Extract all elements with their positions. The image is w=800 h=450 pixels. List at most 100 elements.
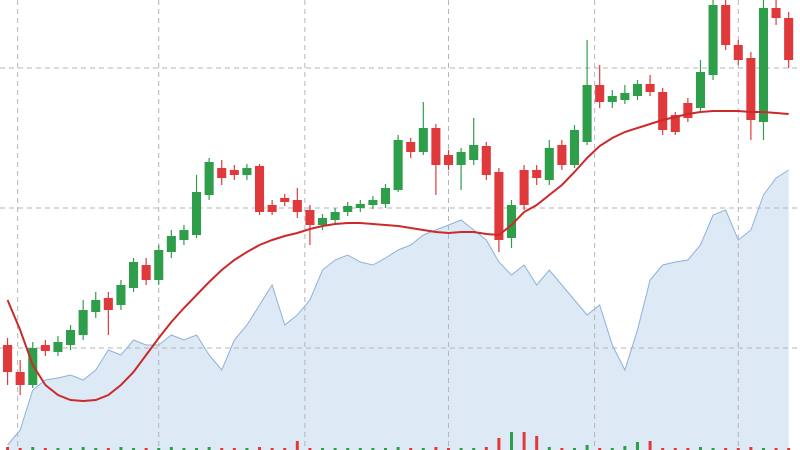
volume-bar: [295, 441, 299, 450]
volume-bar: [673, 448, 677, 450]
candle-body: [116, 285, 126, 305]
candle-body: [267, 205, 277, 212]
volume-bar: [283, 448, 287, 450]
volume-bar: [648, 441, 652, 450]
volume-bar: [106, 448, 110, 450]
candle-body: [179, 230, 189, 240]
volume-bar: [321, 448, 325, 450]
volume-bar: [207, 447, 211, 450]
area: [7, 170, 789, 450]
candle-body: [204, 162, 214, 195]
volume-bar: [711, 448, 715, 450]
volume-bar: [421, 448, 425, 450]
candle-body: [519, 170, 529, 205]
volume-bar: [358, 448, 362, 450]
volume-bar: [761, 448, 765, 450]
candle-body: [192, 192, 202, 235]
candle-body: [78, 310, 88, 335]
candle-body: [141, 265, 151, 280]
candle-body: [53, 342, 63, 352]
candle-body: [469, 145, 479, 160]
candle-body: [317, 218, 328, 225]
candle-body: [582, 85, 592, 142]
candle-body: [544, 148, 554, 180]
volume-bar: [635, 442, 639, 450]
candle-body: [393, 140, 403, 190]
volume-bar: [572, 448, 576, 450]
candle-body: [380, 188, 391, 204]
candle-body: [355, 204, 365, 208]
volume-bar: [547, 447, 551, 450]
moving-average: [6, 110, 789, 403]
volume-bar: [749, 447, 753, 450]
volume-bar: [598, 448, 602, 450]
candle-body: [645, 84, 655, 92]
volume-bar: [18, 448, 22, 450]
candle-body: [569, 130, 580, 165]
candle-body: [292, 200, 302, 212]
candle-body: [103, 298, 113, 310]
candle-body: [3, 345, 13, 372]
volume-bar: [94, 448, 98, 450]
volume-bar: [119, 447, 123, 450]
candle-body: [368, 200, 378, 205]
volume-bar: [447, 448, 451, 450]
candle-body: [343, 206, 353, 212]
volume-bar: [232, 448, 236, 450]
volume-bar: [560, 448, 564, 450]
volume-bar: [459, 448, 463, 450]
candle-body: [166, 236, 176, 252]
volume-bar: [333, 448, 337, 450]
candle-body: [242, 168, 252, 175]
candle-body: [305, 210, 315, 225]
volume-bar: [736, 448, 740, 450]
volume-bar: [661, 448, 665, 450]
volume-bar: [724, 448, 728, 450]
candle-body: [129, 262, 139, 288]
candle-body: [40, 345, 50, 351]
candle-body: [683, 103, 693, 118]
candle-body: [632, 84, 643, 96]
volume-bar: [245, 448, 249, 450]
candle-body: [280, 198, 290, 202]
volume-bar: [472, 448, 476, 450]
candle-body: [758, 8, 768, 122]
volume-bar: [182, 448, 186, 450]
candle-body: [418, 128, 428, 152]
volume-bar: [169, 447, 173, 450]
volume-bar: [43, 448, 47, 450]
volume-bar: [258, 447, 262, 450]
volume-bar: [585, 445, 589, 450]
candle-body: [708, 5, 718, 75]
volume-bar: [346, 448, 350, 450]
volume-bar: [69, 448, 73, 450]
candle-body: [721, 5, 731, 45]
volume-bar: [6, 447, 10, 450]
candle-body: [431, 128, 441, 165]
volume-bar: [220, 448, 224, 450]
volume-bar: [157, 448, 161, 450]
volume-bar: [195, 448, 199, 450]
area-line: [7, 169, 789, 446]
candle-body: [506, 205, 517, 238]
candle-body: [695, 72, 706, 108]
volume-bar: [623, 446, 627, 450]
candle-body: [66, 330, 76, 345]
candle-body: [670, 115, 680, 132]
candle-body: [481, 146, 491, 175]
candle-body: [330, 212, 340, 220]
candle-body: [443, 155, 454, 165]
candle-body: [746, 58, 756, 120]
volume-bar: [610, 448, 614, 450]
candle-body: [217, 168, 227, 178]
volume-bar: [371, 448, 375, 450]
volume-bar: [535, 436, 539, 450]
candle-body: [532, 170, 542, 178]
candle-body: [771, 8, 781, 18]
volume-bar: [396, 447, 400, 450]
volume-bar: [384, 448, 388, 450]
volume-bar: [31, 447, 35, 450]
volume-bar: [434, 447, 438, 450]
volume-bar: [509, 432, 513, 450]
